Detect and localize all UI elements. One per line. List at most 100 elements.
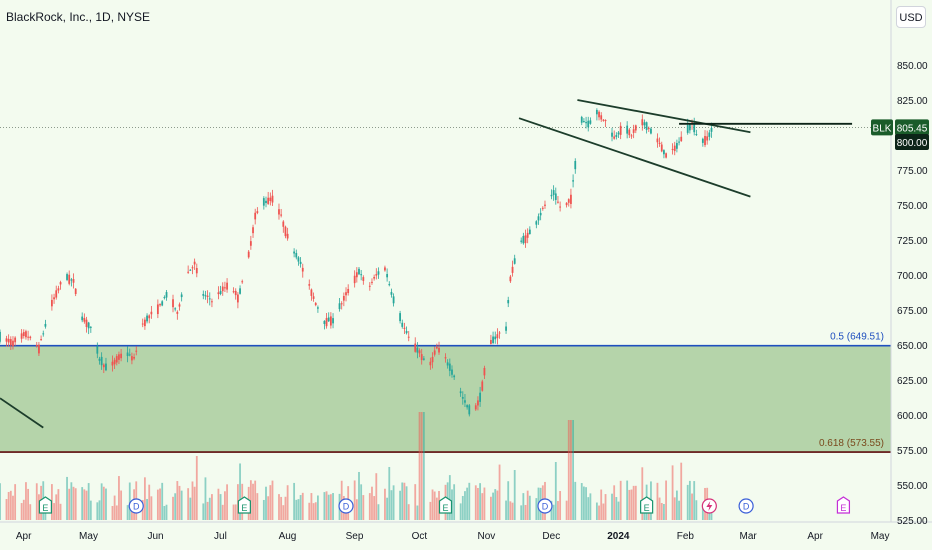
price-tick-label: 575.00	[897, 446, 928, 457]
volume-bar	[505, 500, 507, 520]
volume-bar	[526, 490, 529, 520]
volume-bar	[693, 481, 696, 520]
price-tick-label: 625.00	[897, 376, 928, 387]
volume-bar	[165, 504, 168, 520]
candle-body	[74, 288, 77, 294]
candle-body	[353, 275, 356, 284]
candle-body	[284, 226, 287, 237]
candle-body	[580, 116, 583, 123]
candle-body	[552, 190, 555, 195]
candle-body	[617, 132, 620, 135]
candle-body	[589, 120, 592, 124]
price-tick-label: 525.00	[897, 516, 928, 527]
volume-bar	[267, 496, 270, 520]
volume-bar	[459, 503, 462, 520]
volume-bar	[120, 490, 123, 520]
candle-body	[507, 300, 510, 304]
candle-body	[280, 214, 283, 216]
candle-body	[550, 194, 553, 197]
candle-body	[435, 346, 438, 349]
candle-body	[120, 353, 123, 359]
candle-body	[163, 297, 166, 299]
volume-bar	[143, 477, 146, 520]
currency-button[interactable]: USD	[896, 6, 926, 28]
candle-body	[595, 109, 598, 115]
volume-bar	[284, 496, 287, 520]
candle-body	[314, 303, 317, 306]
candle-body	[38, 344, 40, 354]
volume-bar	[567, 420, 570, 520]
volume-bar	[293, 482, 296, 520]
candle-body	[444, 357, 447, 359]
price-tick-label: 850.00	[897, 61, 928, 72]
volume-bar	[422, 412, 425, 520]
volume-bar	[477, 487, 479, 520]
candle-body	[386, 274, 389, 278]
candle-body	[20, 333, 23, 339]
candle-body	[98, 358, 101, 361]
volume-bar	[141, 499, 144, 520]
volume-bar	[461, 495, 464, 520]
symbol-badge	[871, 119, 893, 136]
volume-bar	[399, 490, 401, 520]
time-tick-label: Sep	[346, 531, 364, 542]
volume-bar	[221, 504, 224, 520]
candle-body	[249, 241, 252, 246]
candle-body	[526, 232, 529, 238]
candle-body	[206, 295, 209, 297]
volume-bar	[74, 488, 77, 520]
volume-bar	[329, 494, 332, 520]
candle-body	[688, 124, 691, 131]
candle-body	[347, 288, 350, 294]
volume-bar	[611, 493, 613, 520]
candle-body	[118, 354, 120, 360]
volume-bar	[420, 412, 423, 520]
candle-body	[628, 129, 631, 136]
chart-title[interactable]: BlackRock, Inc., 1D, NYSE	[6, 10, 151, 24]
volume-bar	[323, 492, 326, 520]
candle-body	[663, 150, 665, 155]
time-tick-label: Mar	[739, 531, 757, 542]
volume-bar	[128, 482, 131, 520]
volume-bar	[360, 484, 363, 520]
candle-body	[68, 274, 71, 284]
candle-body	[611, 132, 613, 137]
volume-bar	[431, 489, 434, 520]
earnings-icon-letter: E	[241, 503, 247, 513]
candle-body	[524, 235, 527, 244]
volume-bar	[163, 505, 166, 520]
volume-bar	[522, 493, 525, 520]
volume-bar	[9, 490, 12, 520]
volume-bar	[172, 496, 174, 520]
volume-bar	[7, 491, 10, 520]
volume-bar	[156, 489, 159, 520]
volume-bar	[254, 480, 257, 520]
candle-body	[479, 392, 482, 402]
candle-body	[9, 339, 12, 346]
candle-body	[701, 138, 704, 143]
candle-body	[461, 396, 464, 399]
volume-bar	[280, 496, 283, 520]
candle-body	[40, 339, 42, 341]
candle-body	[375, 274, 378, 276]
volume-bar	[375, 473, 378, 520]
candle-body	[55, 290, 58, 298]
candle-body	[587, 120, 590, 128]
volume-bar	[102, 486, 105, 520]
candle-body	[105, 363, 107, 371]
candle-body	[70, 279, 73, 281]
volume-bar	[680, 462, 683, 520]
candle-body	[115, 356, 118, 363]
candle-body	[204, 295, 207, 297]
volume-bar	[414, 484, 417, 520]
candle-body	[329, 316, 332, 326]
volume-bar	[204, 477, 207, 520]
volume-bar	[580, 483, 583, 520]
candle-body	[565, 202, 568, 206]
candle-body	[236, 294, 239, 303]
candle-body	[146, 315, 148, 322]
candle-body	[148, 315, 151, 319]
volume-bar	[479, 483, 482, 520]
candle-body	[195, 268, 198, 274]
